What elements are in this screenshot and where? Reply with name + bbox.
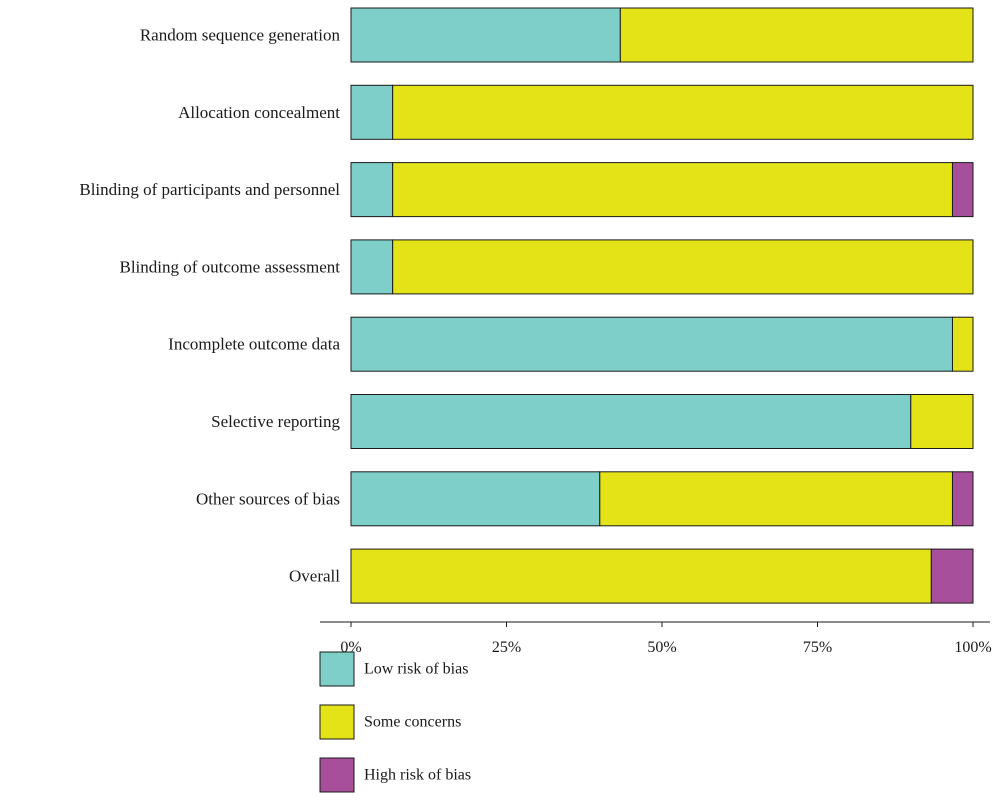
bar-segment-some-concerns — [619, 7, 974, 63]
legend-swatch — [319, 704, 355, 740]
category-label: Overall — [289, 567, 340, 586]
x-tick-label: 25% — [492, 639, 521, 656]
legend-label: High risk of bias — [364, 767, 471, 784]
legend-swatch — [319, 651, 355, 687]
bar-segment-low-risk-of-bias — [350, 162, 394, 218]
bar-segment-low-risk-of-bias — [350, 84, 394, 140]
category-label: Blinding of participants and personnel — [79, 180, 340, 199]
bar-segment-low-risk-of-bias — [350, 239, 394, 295]
category-label: Other sources of bias — [196, 489, 340, 508]
bar-segment-some-concerns — [392, 84, 974, 140]
bar-segment-low-risk-of-bias — [350, 394, 912, 449]
x-axis: 0% 25% 50% 75% 100% — [320, 621, 992, 656]
category-label: Selective reporting — [211, 412, 340, 431]
bar-segment-some-concerns — [951, 316, 974, 372]
bar-segment-some-concerns — [910, 394, 974, 449]
bars — [350, 7, 974, 604]
bar-segment-high-risk-of-bias — [930, 548, 974, 604]
bar-segment-some-concerns — [350, 548, 932, 604]
x-tick-label: 50% — [647, 639, 676, 656]
legend: Low risk of bias Some concerns High risk o… — [319, 651, 471, 793]
legend-swatch — [319, 757, 355, 793]
bar-segment-some-concerns — [599, 471, 953, 527]
bar-segment-low-risk-of-bias — [350, 471, 601, 527]
category-label: Random sequence generation — [140, 26, 341, 45]
bar-segment-low-risk-of-bias — [350, 7, 621, 63]
legend-label: Low risk of bias — [364, 661, 468, 678]
category-labels: Random sequence generation Allocation con… — [79, 26, 340, 586]
bar-segment-low-risk-of-bias — [350, 316, 953, 372]
category-label: Allocation concealment — [178, 103, 340, 122]
category-label: Incomplete outcome data — [168, 335, 340, 354]
bar-segment-high-risk-of-bias — [951, 471, 974, 527]
bar-segment-some-concerns — [392, 239, 974, 295]
x-tick-label: 75% — [803, 639, 832, 656]
bar-segment-some-concerns — [392, 162, 953, 218]
legend-label: Some concerns — [364, 714, 461, 731]
category-label: Blinding of outcome assessment — [119, 257, 340, 276]
bar-segment-high-risk-of-bias — [951, 162, 974, 218]
x-tick-label: 100% — [954, 639, 991, 656]
